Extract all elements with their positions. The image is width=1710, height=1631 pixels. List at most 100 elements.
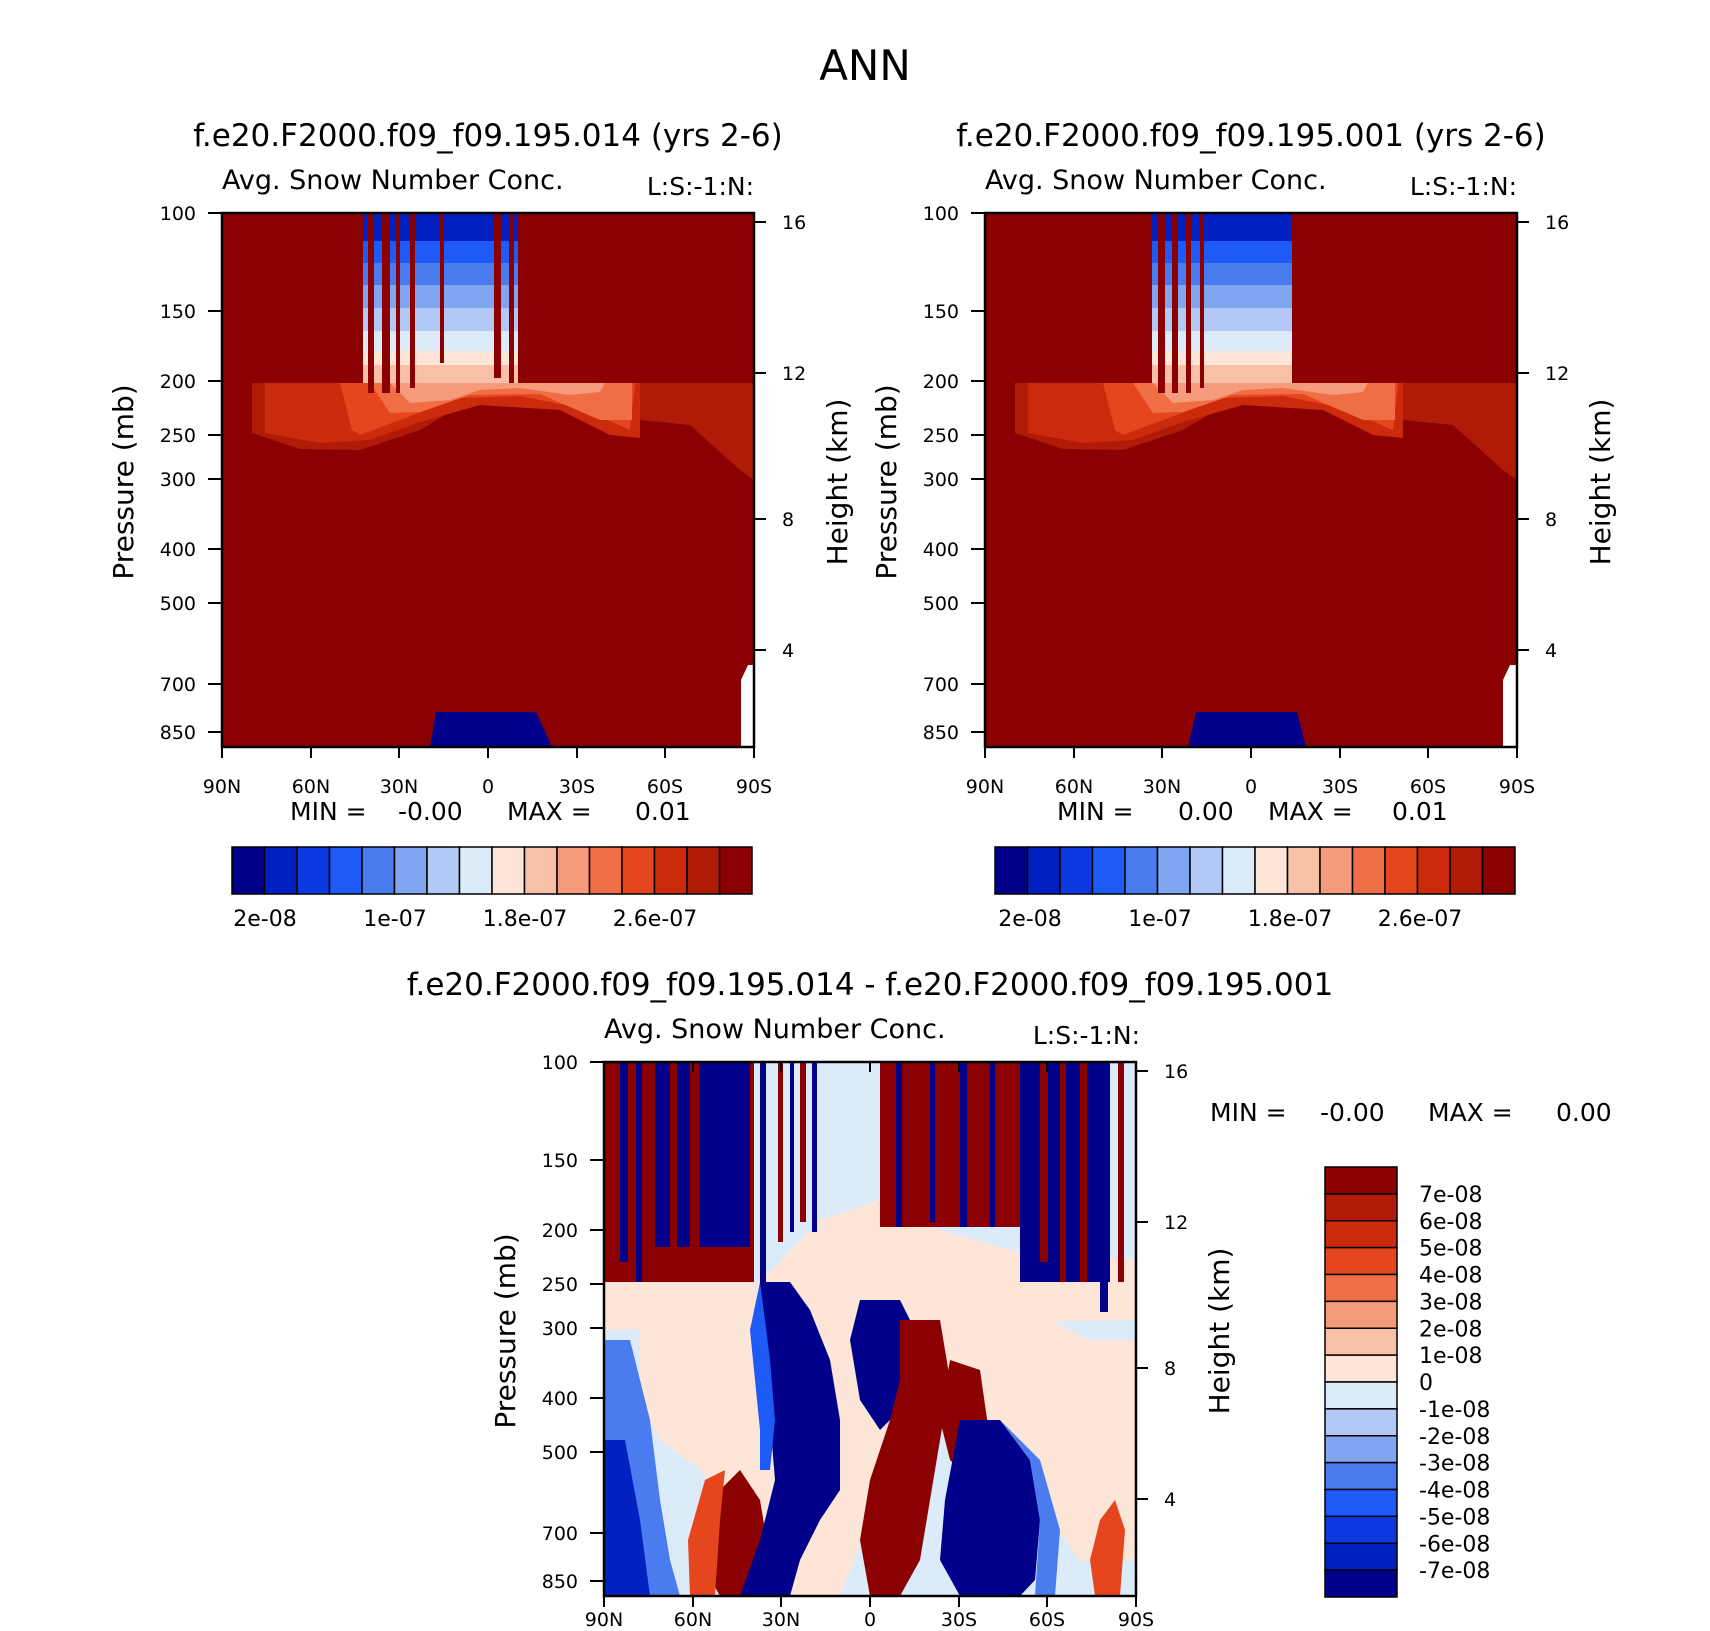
y2-tick-labels: 16 12 8 4 (1545, 212, 1569, 662)
colorbar-swatch (1324, 1381, 1398, 1410)
stat-min-value: -0.00 (1320, 1098, 1385, 1127)
y-tick-label: 250 (542, 1274, 578, 1296)
y-tick-label: 200 (923, 371, 959, 393)
colorbar-tick-label: 2.6e-07 (613, 907, 697, 932)
y-tick-label: 500 (542, 1442, 578, 1464)
x-axis (221, 747, 755, 758)
y-tick-label: 150 (160, 301, 196, 323)
colorbar-swatch (1156, 846, 1191, 895)
colorbar-tick-label: 4e-08 (1419, 1264, 1482, 1289)
x-axis (984, 747, 1518, 758)
y2-axis (754, 221, 766, 651)
colorbar-swatch (263, 846, 298, 895)
colorbar-swatch (686, 846, 721, 895)
colorbar-swatch (1091, 846, 1126, 895)
colorbar-swatch (994, 846, 1029, 895)
plot-area (604, 1062, 1136, 1596)
panel-title: f.e20.F2000.f09_f09.195.001 (yrs 2-6) (956, 118, 1546, 154)
colorbar-swatch (1416, 846, 1451, 895)
colorbar-tick-label: 2e-08 (233, 907, 296, 932)
colorbar-swatch (1449, 846, 1484, 895)
y2-tick-label: 4 (782, 640, 794, 662)
y2-axis (1517, 221, 1529, 651)
colorbar-swatch (1324, 1354, 1398, 1383)
negative-right-column-edge (1000, 1420, 1060, 1596)
colorbar-swatch (1324, 1461, 1398, 1491)
y-tick-label: 850 (923, 722, 959, 744)
x-tick-label: 30S (559, 776, 595, 798)
x-tick-label: 90S (736, 776, 772, 798)
x-tick-label: 60N (674, 1609, 712, 1631)
colorbar-swatch (1286, 846, 1321, 895)
colorbar-tick-label: 1.8e-07 (1248, 907, 1332, 932)
colorbar-swatch (1324, 1273, 1398, 1303)
positive-central-column (860, 1320, 950, 1596)
y2-axis-label: Height (km) (1584, 399, 1617, 566)
colorbar-tick-label: 7e-08 (1419, 1183, 1482, 1208)
panel-model-014: f.e20.F2000.f09_f09.195.014 (yrs 2-6) Av… (107, 118, 854, 932)
x-tick-label: 60S (1410, 776, 1446, 798)
colorbar-tick-label: 0 (1419, 1371, 1433, 1396)
x-tick-label: 90N (203, 776, 241, 798)
colorbar-tick-label: -7e-08 (1419, 1559, 1490, 1584)
y-tick-label: 850 (542, 1571, 578, 1593)
colorbar-swatch (1384, 846, 1419, 895)
upper-streaks (368, 213, 514, 393)
x-tick-label: 30N (1143, 776, 1181, 798)
x-tick-label: 0 (1245, 776, 1257, 798)
colorbar-tick-label: 1e-07 (1128, 907, 1191, 932)
panel-difference: f.e20.F2000.f09_f09.195.014 - f.e20.F200… (407, 967, 1612, 1631)
colorbar-swatch (1026, 846, 1061, 895)
colorbar-swatch (1324, 1166, 1398, 1195)
colorbar-swatch (1324, 1220, 1398, 1249)
y-axis-label: Pressure (mb) (489, 1233, 522, 1428)
y2-axis (1136, 1070, 1148, 1500)
colorbar-swatch (328, 846, 363, 895)
colorbar-swatch (1324, 1408, 1398, 1437)
y-tick-label: 150 (542, 1150, 578, 1172)
x-tick-label: 0 (864, 1609, 876, 1631)
colorbar-tick-label: -2e-08 (1419, 1425, 1490, 1450)
y-tick-label: 500 (923, 593, 959, 615)
x-tick-label: 60S (647, 776, 683, 798)
colorbar-tick-label: 6e-08 (1419, 1210, 1482, 1235)
polar-gap (741, 665, 754, 747)
y2-tick-labels: 16 12 8 4 (782, 212, 806, 662)
y2-tick-label: 12 (1164, 1212, 1188, 1234)
colorbar-swatch (523, 846, 558, 895)
y2-axis-label: Height (km) (821, 399, 854, 566)
stat-min-label: MIN = (290, 797, 367, 826)
stat-max-value: 0.01 (1392, 797, 1448, 826)
y-axis (208, 212, 222, 733)
colorbar-swatch (1324, 1569, 1398, 1598)
y2-tick-label: 12 (1545, 363, 1569, 385)
y-tick-label: 700 (923, 674, 959, 696)
upper-negative-left (655, 1062, 750, 1247)
upper-cloud-layer-2 (390, 383, 605, 403)
surface-blue-patch (1188, 712, 1306, 747)
colorbar: 7e-086e-085e-084e-083e-082e-081e-080-1e-… (1324, 1166, 1490, 1598)
x-tick-label: 90N (585, 1609, 623, 1631)
y-axis-label: Pressure (mb) (107, 384, 140, 579)
colorbar-tick-labels: 2e-08 1e-07 1.8e-07 2.6e-07 (998, 907, 1462, 932)
y-tick-label: 400 (160, 539, 196, 561)
panel-subtitle: Avg. Snow Number Conc. (985, 165, 1327, 196)
main-title: ANN (819, 41, 911, 90)
x-axis-ticks-top (692, 1062, 1048, 1072)
y-tick-label: 150 (923, 301, 959, 323)
colorbar-swatch (1324, 1327, 1398, 1356)
y-tick-labels: 100 150 200 250 300 400 500 700 850 (923, 203, 959, 744)
upper-streaks (620, 1062, 1124, 1312)
x-tick-label: 30N (762, 1609, 800, 1631)
y-tick-label: 100 (923, 203, 959, 225)
colorbar (994, 846, 1516, 895)
x-tick-label: 30S (1322, 776, 1358, 798)
colorbar-swatch (1254, 846, 1289, 895)
x-tick-label: 30S (941, 1609, 977, 1631)
colorbar-tick-label: 5e-08 (1419, 1237, 1482, 1262)
y-tick-label: 400 (923, 539, 959, 561)
upper-positive-right (880, 1062, 1020, 1227)
colorbar-swatch (361, 846, 396, 895)
y2-tick-label: 12 (782, 363, 806, 385)
